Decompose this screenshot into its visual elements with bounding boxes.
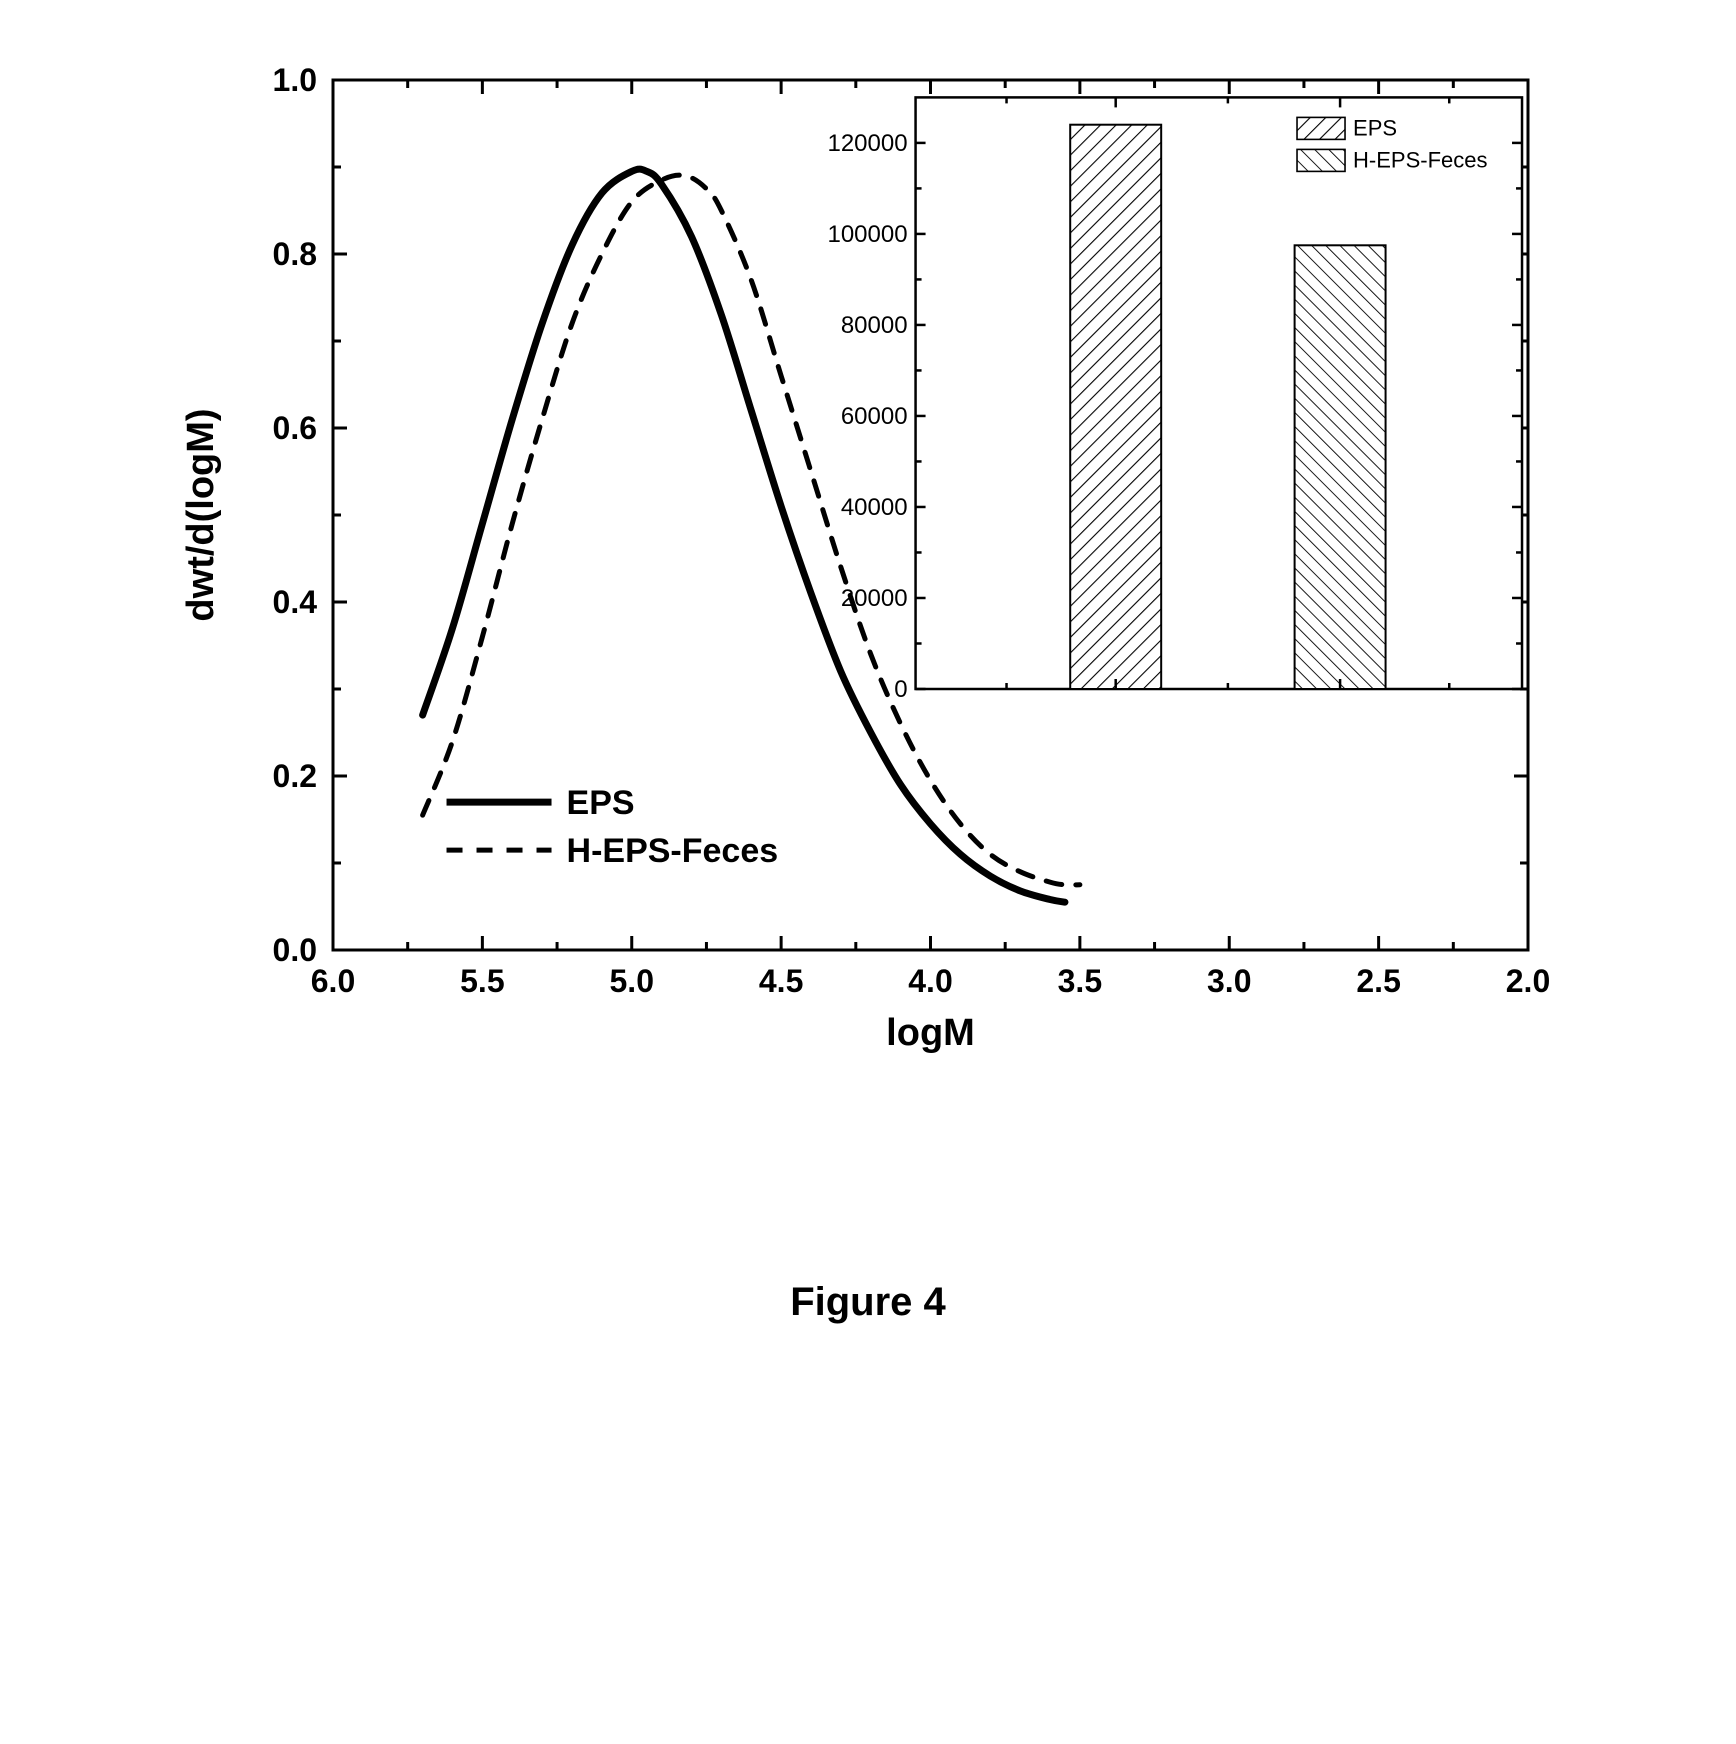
svg-text:5.0: 5.0 (610, 963, 654, 999)
svg-text:0.6: 0.6 (273, 410, 317, 446)
svg-text:0: 0 (894, 676, 907, 703)
figure-container: 6.0 5.5 5.0 4.5 4.0 3.5 3.0 2.5 2.0 0.0 0.2 0.4 0.6 0… (158, 40, 1578, 1325)
svg-text:120000: 120000 (827, 130, 907, 157)
svg-text:0.8: 0.8 (273, 236, 317, 272)
svg-text:3.5: 3.5 (1058, 963, 1102, 999)
svg-text:0.4: 0.4 (273, 584, 318, 620)
svg-text:0.0: 0.0 (273, 932, 317, 968)
chart-svg: 6.0 5.5 5.0 4.5 4.0 3.5 3.0 2.5 2.0 0.0 0.2 0.4 0.6 0… (158, 40, 1578, 1100)
svg-text:20000: 20000 (841, 585, 908, 612)
svg-text:H-EPS-Feces: H-EPS-Feces (567, 832, 779, 870)
svg-text:EPS: EPS (1353, 115, 1397, 140)
svg-text:5.5: 5.5 (460, 963, 504, 999)
svg-text:H-EPS-Feces: H-EPS-Feces (1353, 147, 1487, 172)
svg-text:EPS: EPS (567, 784, 635, 822)
figure-caption: Figure 4 (158, 1280, 1578, 1325)
svg-text:logM: logM (886, 1012, 975, 1054)
svg-text:dwt/d(logM): dwt/d(logM) (180, 408, 222, 621)
svg-text:2.5: 2.5 (1356, 963, 1400, 999)
svg-text:4.0: 4.0 (908, 963, 952, 999)
svg-text:1.0: 1.0 (273, 62, 317, 98)
svg-text:100000: 100000 (827, 221, 907, 248)
svg-text:2.0: 2.0 (1506, 963, 1550, 999)
svg-text:60000: 60000 (841, 403, 908, 430)
svg-text:4.5: 4.5 (759, 963, 803, 999)
svg-text:40000: 40000 (841, 494, 908, 521)
svg-text:80000: 80000 (841, 312, 908, 339)
svg-text:3.0: 3.0 (1207, 963, 1251, 999)
svg-text:0.2: 0.2 (273, 758, 317, 794)
svg-text:6.0: 6.0 (311, 963, 355, 999)
